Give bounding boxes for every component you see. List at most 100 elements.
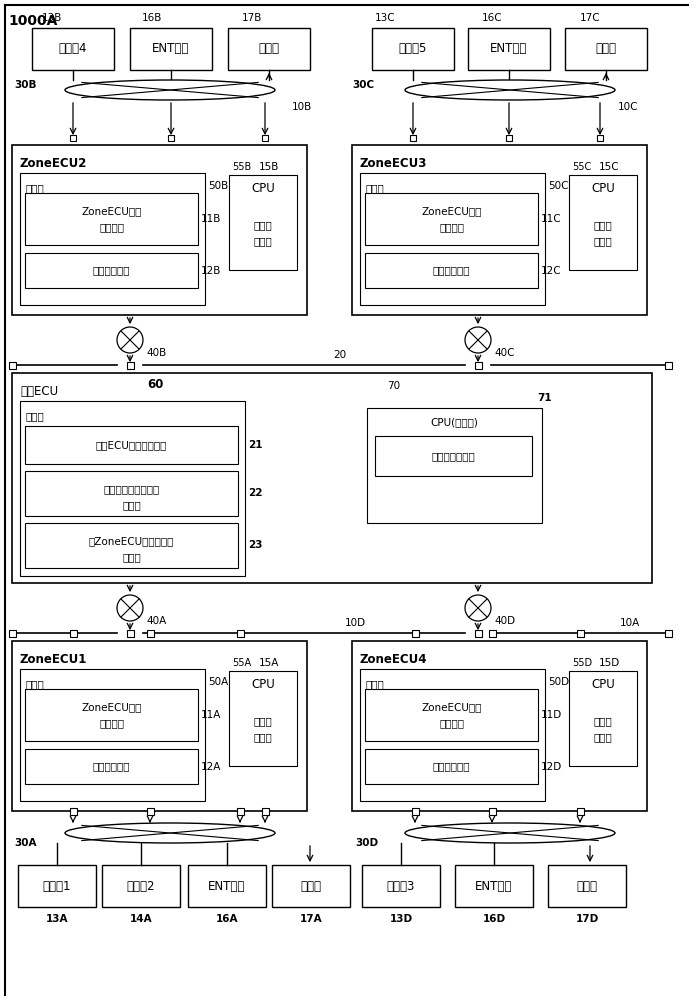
Bar [577, 630, 584, 637]
Text: 15A: 15A [259, 658, 279, 668]
Text: 55C: 55C [572, 162, 591, 172]
Text: 30D: 30D [355, 838, 378, 848]
Text: ZoneECU侧的: ZoneECU侧的 [421, 702, 482, 712]
Text: 12B: 12B [201, 265, 221, 275]
Text: 23: 23 [248, 540, 263, 550]
Text: 统合ECU侧的处理程序: 统合ECU侧的处理程序 [96, 440, 167, 450]
Text: 传感器3: 传感器3 [387, 880, 415, 892]
Text: 15B: 15B [259, 162, 279, 172]
Bar [475, 630, 482, 637]
Bar [412, 808, 419, 814]
Text: 13A: 13A [46, 914, 68, 924]
Text: 存储器: 存储器 [365, 679, 384, 689]
Text: 50C: 50C [548, 181, 568, 191]
Text: 22: 22 [248, 488, 263, 498]
Text: 17C: 17C [579, 13, 600, 23]
Text: 50B: 50B [208, 181, 228, 191]
Text: 优先度信息表: 优先度信息表 [432, 265, 471, 275]
Text: 设定部: 设定部 [254, 236, 272, 246]
Text: 存储器: 存储器 [25, 679, 44, 689]
Bar [569, 671, 637, 766]
Text: 行驶模式下的优先度: 行驶模式下的优先度 [103, 484, 159, 494]
Text: 信息表: 信息表 [122, 500, 141, 510]
Text: 执行器: 执行器 [258, 42, 279, 55]
Text: 50A: 50A [208, 677, 228, 687]
Text: 30C: 30C [352, 80, 374, 90]
Bar [489, 808, 495, 814]
Text: 传感器4: 传感器4 [59, 42, 87, 55]
Text: 处理程序: 处理程序 [439, 222, 464, 232]
Bar [146, 808, 154, 814]
Text: 优先度: 优先度 [594, 716, 613, 726]
Text: 60: 60 [147, 378, 164, 391]
Text: 车辆状态判断部: 车辆状态判断部 [432, 451, 475, 461]
Text: 30A: 30A [14, 838, 37, 848]
Bar [69, 808, 76, 814]
Text: 存储器: 存储器 [365, 183, 384, 193]
Text: 12C: 12C [541, 265, 561, 275]
Text: ENT系统: ENT系统 [475, 880, 513, 892]
Text: 11B: 11B [201, 214, 221, 224]
Bar [365, 749, 538, 784]
Bar [412, 630, 419, 637]
Text: 传感器2: 传感器2 [127, 880, 155, 892]
Bar [365, 253, 538, 288]
Bar [146, 630, 154, 637]
Text: 55D: 55D [572, 658, 592, 668]
Text: 30B: 30B [14, 80, 37, 90]
Text: 13B: 13B [42, 13, 62, 23]
Bar [597, 135, 603, 141]
Text: 传感器1: 传感器1 [43, 880, 71, 892]
Text: 统合ECU: 统合ECU [20, 385, 58, 398]
Text: 处理程序: 处理程序 [99, 222, 124, 232]
Text: CPU: CPU [251, 678, 275, 692]
Bar [352, 145, 647, 315]
Text: 10B: 10B [292, 102, 313, 112]
Text: 15D: 15D [599, 658, 620, 668]
Text: ENT系统: ENT系统 [491, 42, 527, 55]
Text: 55B: 55B [232, 162, 252, 172]
Bar [25, 253, 198, 288]
Text: 处理程序: 处理程序 [99, 718, 124, 728]
Text: 40B: 40B [146, 348, 166, 358]
Bar [18, 865, 96, 907]
Text: 71: 71 [537, 393, 552, 403]
Text: 存储器: 存储器 [25, 183, 44, 193]
Text: 信息表: 信息表 [122, 552, 141, 562]
Bar [577, 808, 584, 814]
Text: 15C: 15C [599, 162, 620, 172]
Text: 优先度信息表: 优先度信息表 [93, 265, 130, 275]
Text: 设定部: 设定部 [594, 732, 613, 742]
Text: 11C: 11C [541, 214, 561, 224]
Bar [352, 641, 647, 811]
Bar [25, 426, 238, 464]
Text: 20: 20 [333, 350, 346, 360]
Text: 优先度: 优先度 [254, 716, 272, 726]
Text: 70: 70 [387, 381, 400, 391]
Text: 执行器: 执行器 [595, 42, 617, 55]
Bar [228, 28, 310, 70]
Bar [25, 689, 198, 741]
Bar [20, 173, 205, 305]
Text: ENT系统: ENT系统 [209, 880, 246, 892]
Bar [489, 630, 495, 637]
Text: 40C: 40C [494, 348, 514, 358]
Ellipse shape [65, 80, 275, 100]
Bar [20, 401, 245, 576]
Bar [236, 630, 243, 637]
Bar [548, 865, 626, 907]
Bar [410, 135, 416, 141]
Text: 各ZoneECU下的优先度: 各ZoneECU下的优先度 [89, 536, 174, 546]
Text: CPU(控制部): CPU(控制部) [430, 417, 478, 427]
Bar [12, 641, 307, 811]
Ellipse shape [405, 823, 615, 843]
Text: ZoneECU2: ZoneECU2 [20, 157, 87, 170]
Text: 优先度信息表: 优先度信息表 [432, 762, 471, 772]
Text: 传感器5: 传感器5 [398, 42, 427, 55]
Text: 优先度: 优先度 [594, 220, 613, 230]
Bar [565, 28, 647, 70]
Text: 17A: 17A [299, 914, 322, 924]
Bar [20, 669, 205, 801]
Bar [367, 408, 542, 523]
Text: 执行器: 执行器 [301, 880, 322, 892]
